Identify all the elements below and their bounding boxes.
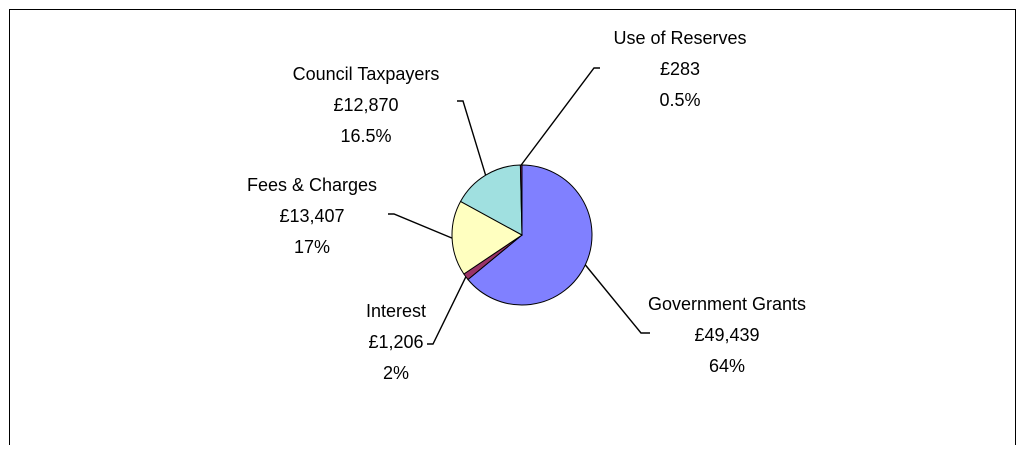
leader-line-government-grants <box>584 264 650 334</box>
pie-slice-fees-charges <box>451 200 523 275</box>
leader-line-council-taxpayers <box>457 100 487 176</box>
label-government-grants-name: Government Grants <box>648 294 806 314</box>
label-fees-charges: Fees & Charges £13,407 17% <box>247 175 377 257</box>
label-interest-name: Interest <box>366 301 426 321</box>
label-fees-charges-name: Fees & Charges <box>247 175 377 195</box>
label-government-grants-amount: £49,439 <box>694 325 759 345</box>
label-use-of-reserves-amount: £283 <box>660 59 700 79</box>
label-fees-charges-amount: £13,407 <box>279 206 344 226</box>
label-use-of-reserves-percent: 0.5% <box>659 90 700 110</box>
pie-slices <box>451 164 593 306</box>
label-council-taxpayers-amount: £12,870 <box>333 95 398 115</box>
pie-slice-government-grants <box>467 164 593 306</box>
leader-line-use-of-reserves <box>520 67 600 166</box>
label-interest: Interest £1,206 2% <box>366 301 426 383</box>
leader-lines <box>388 67 650 345</box>
label-interest-amount: £1,206 <box>368 332 423 352</box>
label-council-taxpayers: Council Taxpayers £12,870 16.5% <box>293 64 440 146</box>
label-council-taxpayers-percent: 16.5% <box>340 126 391 146</box>
pie-slice-council-taxpayers <box>459 164 523 236</box>
label-interest-percent: 2% <box>383 363 409 383</box>
label-fees-charges-percent: 17% <box>294 237 330 257</box>
label-use-of-reserves: Use of Reserves £283 0.5% <box>613 28 746 110</box>
label-government-grants: Government Grants £49,439 64% <box>648 294 806 376</box>
label-use-of-reserves-name: Use of Reserves <box>613 28 746 48</box>
leader-line-interest <box>427 276 467 345</box>
label-government-grants-percent: 64% <box>709 356 745 376</box>
label-council-taxpayers-name: Council Taxpayers <box>293 64 440 84</box>
leader-line-fees-charges <box>388 213 453 239</box>
